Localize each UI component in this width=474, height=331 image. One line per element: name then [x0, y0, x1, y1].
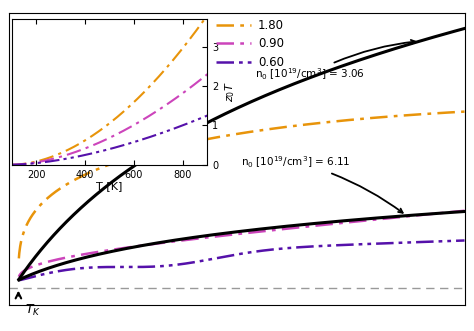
Text: n$_0$ [10$^{19}$/cm$^3$] = 6.11: n$_0$ [10$^{19}$/cm$^3$] = 6.11 — [241, 154, 403, 213]
Legend: 1.80, 0.90, 0.60: 1.80, 0.90, 0.60 — [216, 19, 284, 69]
Text: $T_K$: $T_K$ — [25, 303, 41, 318]
Text: a: a — [18, 22, 29, 37]
Text: n$_0$ [10$^{19}$/cm$^3$] = 3.06: n$_0$ [10$^{19}$/cm$^3$] = 3.06 — [255, 40, 415, 82]
